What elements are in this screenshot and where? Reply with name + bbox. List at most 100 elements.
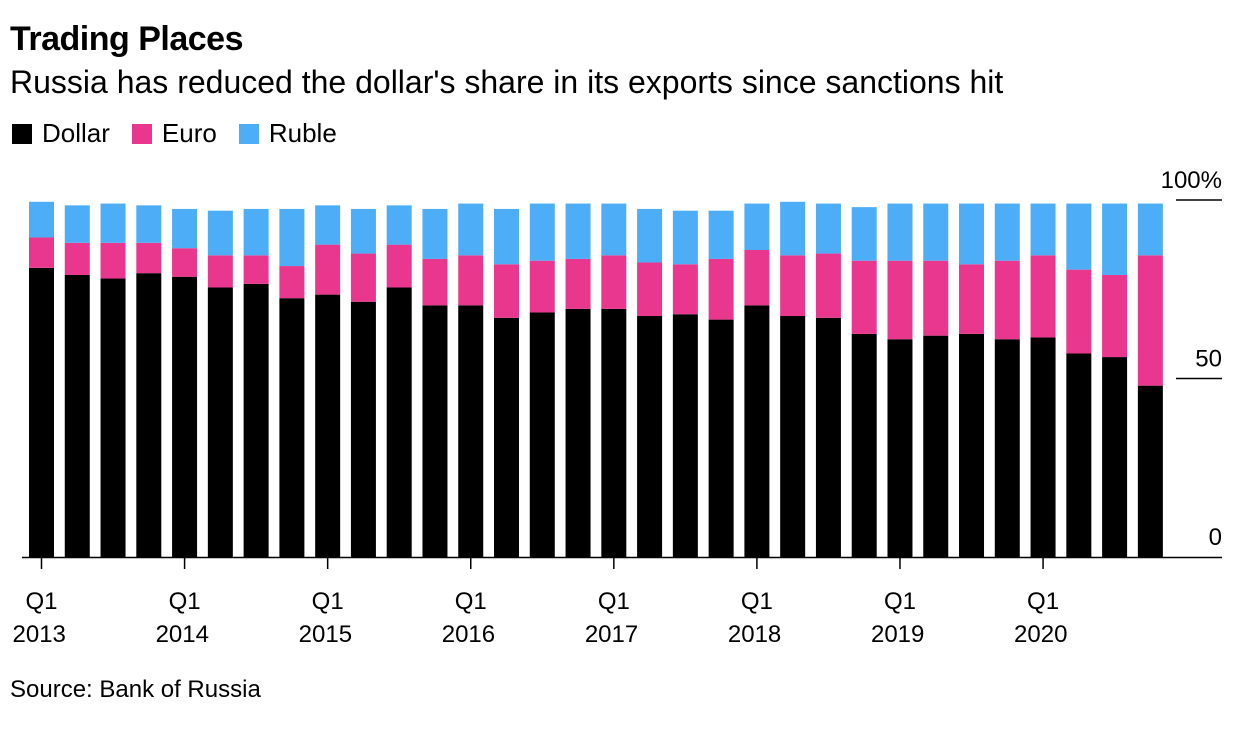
- bar-euro-q1-2014: [172, 248, 198, 277]
- bar-dollar-q2-2014: [207, 287, 233, 557]
- bar-dollar-q4-2018: [851, 333, 877, 558]
- x-tick-label-quarter-2014: Q1: [169, 588, 201, 615]
- bar-dollar-q2-2019: [923, 335, 949, 557]
- bar-euro-q2-2016: [494, 264, 520, 318]
- bar-euro-q4-2018: [851, 260, 877, 334]
- bar-dollar-q1-2016: [458, 305, 484, 557]
- bar-ruble-q4-2013: [136, 205, 162, 243]
- legend-item-dollar: Dollar: [12, 118, 110, 149]
- bar-ruble-q1-2020: [1030, 203, 1056, 256]
- bar-dollar-q1-2017: [601, 308, 627, 557]
- bar-euro-q1-2017: [601, 255, 627, 309]
- bar-euro-q3-2016: [529, 260, 555, 313]
- x-tick-label-quarter-2016: Q1: [455, 588, 487, 615]
- bar-ruble-q2-2019: [923, 203, 949, 261]
- bar-dollar-q1-2019: [887, 339, 913, 557]
- bar-ruble-q4-2019: [994, 203, 1020, 261]
- bar-euro-q3-2014: [243, 255, 269, 284]
- y-tick-label-50: 50: [1195, 346, 1222, 373]
- bar-dollar-q1-2018: [744, 305, 770, 557]
- x-tick-label-quarter-2020: Q1: [1027, 588, 1059, 615]
- x-tick-label-quarter-2013: Q1: [26, 588, 58, 615]
- bar-ruble-q1-2014: [172, 208, 198, 249]
- bar-ruble-q2-2017: [637, 208, 663, 263]
- bar-ruble-q1-2018: [744, 203, 770, 250]
- bar-dollar-q4-2013: [136, 273, 162, 557]
- bar-ruble-q1-2013: [29, 201, 54, 238]
- x-tick-label-year-2020: 2020: [1014, 621, 1067, 648]
- x-tick-label-quarter-2015: Q1: [312, 588, 344, 615]
- bar-euro-q2-2018: [780, 255, 806, 317]
- bar-dollar-q2-2016: [494, 317, 520, 557]
- bar-ruble-q4-2015: [422, 208, 448, 259]
- bar-ruble-q4-2017: [708, 210, 734, 259]
- x-tick-label-year-2019: 2019: [871, 621, 924, 648]
- y-tick-label-100: 100%: [1161, 167, 1222, 194]
- legend-swatch-dollar: [12, 123, 32, 144]
- bar-dollar-q3-2020: [1102, 357, 1128, 557]
- bar-dollar-q3-2016: [529, 312, 555, 557]
- x-tick-label-year-2017: 2017: [585, 621, 638, 648]
- bar-euro-q1-2019: [887, 260, 913, 340]
- bar-euro-q1-2015: [315, 244, 341, 295]
- x-tick-label-year-2018: 2018: [728, 621, 781, 648]
- x-tick-label-quarter-2019: Q1: [884, 588, 916, 615]
- legend-swatch-ruble: [238, 123, 259, 144]
- legend-item-euro: Euro: [131, 118, 217, 149]
- bar-ruble-q2-2013: [64, 205, 90, 243]
- bar-ruble-q4-2020: [1137, 203, 1163, 256]
- bar-euro-q3-2015: [386, 244, 412, 288]
- bar-ruble-q3-2015: [386, 205, 412, 245]
- x-tick-label-quarter-2018: Q1: [741, 588, 773, 615]
- bar-ruble-q4-2018: [851, 207, 877, 261]
- bar-dollar-q4-2017: [708, 319, 734, 558]
- bar-dollar-q3-2015: [386, 287, 412, 557]
- bar-dollar-q3-2019: [959, 333, 985, 558]
- bar-ruble-q4-2016: [565, 203, 591, 259]
- bar-ruble-q2-2018: [780, 201, 806, 256]
- legend: Dollar Euro Ruble: [12, 118, 359, 149]
- bar-dollar-q1-2014: [172, 276, 198, 557]
- bar-dollar-q3-2013: [100, 278, 126, 557]
- bar-euro-q1-2016: [458, 255, 484, 306]
- legend-swatch-euro: [131, 123, 152, 144]
- bar-ruble-q4-2014: [279, 208, 305, 267]
- bar-dollar-q4-2019: [994, 339, 1020, 557]
- bar-euro-q4-2020: [1137, 255, 1163, 386]
- legend-label-dollar: Dollar: [42, 118, 110, 148]
- x-tick-label-year-2015: 2015: [299, 621, 352, 648]
- bar-euro-q3-2013: [100, 242, 126, 279]
- bar-ruble-q3-2017: [672, 210, 698, 265]
- bar-dollar-q4-2015: [422, 305, 448, 557]
- legend-label-euro: Euro: [161, 118, 217, 148]
- bar-euro-q1-2018: [744, 249, 770, 306]
- bar-dollar-q4-2016: [565, 308, 591, 557]
- bar-euro-q3-2017: [672, 264, 698, 315]
- bar-euro-q2-2020: [1066, 269, 1092, 354]
- bar-euro-q3-2018: [815, 253, 841, 318]
- chart-subtitle: Russia has reduced the dollar's share in…: [10, 64, 1004, 100]
- bar-dollar-q4-2014: [279, 298, 305, 557]
- bar-dollar-q1-2015: [315, 294, 341, 557]
- bar-euro-q2-2015: [350, 253, 376, 302]
- x-tick-label-quarter-2017: Q1: [598, 588, 630, 615]
- bar-ruble-q2-2016: [494, 208, 520, 265]
- bar-ruble-q3-2013: [100, 203, 126, 243]
- bar-euro-q4-2017: [708, 258, 734, 320]
- bar-euro-q2-2017: [637, 262, 663, 317]
- bar-dollar-q2-2013: [64, 274, 90, 557]
- bar-euro-q4-2016: [565, 258, 591, 309]
- bar-ruble-q1-2016: [458, 203, 484, 256]
- bar-euro-q2-2013: [64, 242, 90, 275]
- legend-label-ruble: Ruble: [268, 118, 337, 148]
- bar-ruble-q3-2020: [1102, 203, 1128, 275]
- bar-ruble-q2-2014: [207, 210, 233, 256]
- bar-ruble-q3-2018: [815, 203, 841, 254]
- bar-euro-q3-2020: [1102, 274, 1128, 358]
- legend-item-ruble: Ruble: [238, 118, 337, 149]
- bar-dollar-q4-2020: [1137, 385, 1163, 557]
- bar-ruble-q1-2019: [887, 203, 913, 261]
- bar-ruble-q1-2017: [601, 203, 627, 256]
- bar-ruble-q1-2015: [315, 205, 341, 245]
